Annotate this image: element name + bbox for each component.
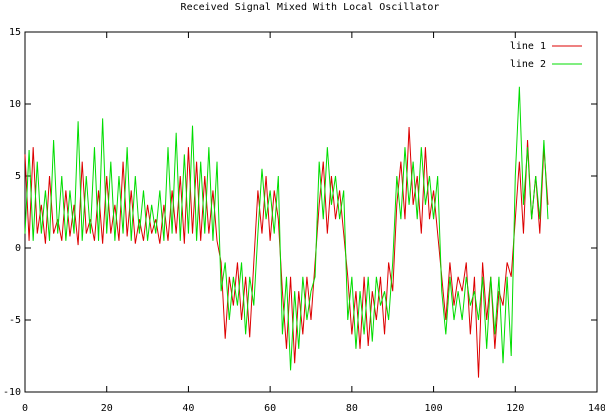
y-tick-label: 10 — [9, 99, 21, 110]
chart-title: Received Signal Mixed With Local Oscilla… — [181, 2, 440, 13]
y-tick-label: 0 — [15, 243, 21, 254]
x-tick-label: 40 — [182, 403, 194, 414]
x-tick-label: 80 — [346, 403, 358, 414]
y-tick-label: 15 — [9, 27, 21, 38]
plot-border — [24, 31, 598, 393]
x-tick-label: 100 — [425, 403, 443, 414]
legend-label: line 1 — [510, 41, 546, 52]
legend-label: line 2 — [510, 59, 546, 70]
x-tick-label: 20 — [101, 403, 113, 414]
data-line — [24, 86, 549, 371]
y-tick-label: -5 — [9, 315, 21, 326]
y-tick-label: -10 — [3, 387, 21, 398]
x-tick-label: 120 — [506, 403, 524, 414]
x-tick-label: 60 — [264, 403, 276, 414]
x-tick-label: 0 — [22, 403, 28, 414]
x-tick-label: 140 — [588, 403, 605, 414]
y-tick-label: 5 — [15, 171, 21, 182]
data-line — [24, 127, 549, 378]
